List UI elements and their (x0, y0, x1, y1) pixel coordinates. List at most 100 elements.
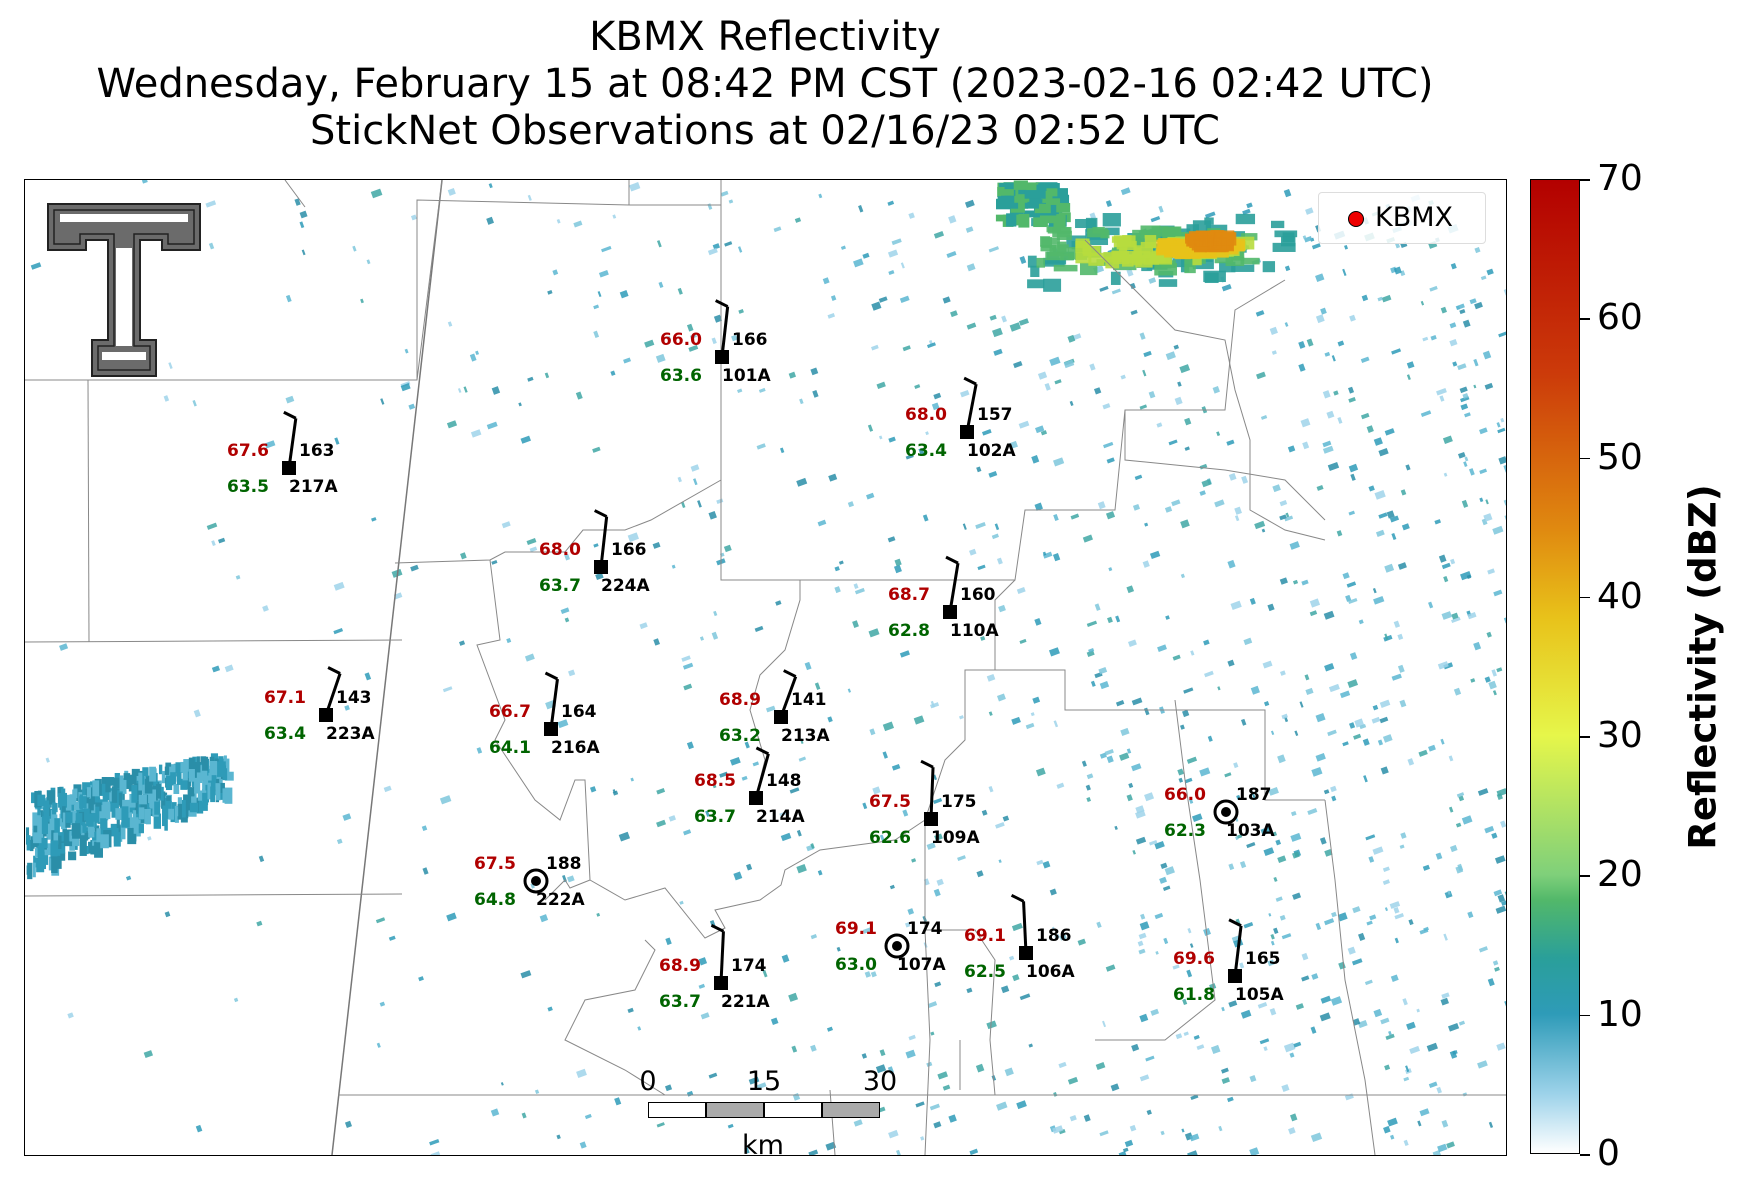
station-id: 109A (931, 828, 980, 848)
station-temperature: 68.7 (888, 585, 930, 605)
station-id: 217A (289, 477, 338, 497)
station-marker (714, 299, 730, 364)
station-marker (1228, 918, 1243, 983)
scale-segment (648, 1102, 706, 1118)
radar-map[interactable] (24, 179, 1507, 1156)
station-id: 223A (326, 724, 375, 744)
station-dewpoint: 64.8 (474, 890, 516, 910)
station-dewpoint: 63.4 (905, 441, 947, 461)
station-id: 110A (950, 621, 999, 641)
station-marker (1213, 799, 1239, 825)
station-temperature: 67.5 (869, 792, 911, 812)
station-temperature: 69.6 (1173, 949, 1215, 969)
station-id: 107A (897, 955, 946, 975)
station-id: 105A (1235, 985, 1284, 1005)
colorbar-tick (1580, 1154, 1590, 1156)
station-id: 213A (781, 726, 830, 746)
title-line-1: KBMX Reflectivity (589, 14, 941, 60)
station-dewpoint: 62.6 (869, 828, 911, 848)
station-wind-direction: 188 (546, 854, 582, 874)
station-wind-direction: 175 (941, 792, 977, 812)
station-wind-direction: 163 (299, 441, 335, 461)
colorbar (1530, 179, 1580, 1154)
station-marker (749, 746, 770, 805)
station-dewpoint: 63.6 (660, 366, 702, 386)
station-temperature: 66.7 (489, 702, 531, 722)
station-id: 101A (722, 366, 771, 386)
station-dewpoint: 62.8 (888, 621, 930, 641)
station-dewpoint: 63.7 (659, 992, 701, 1012)
station-dewpoint: 63.0 (835, 955, 877, 975)
station-wind-direction: 166 (611, 540, 647, 560)
station-wind-direction: 174 (907, 919, 943, 939)
colorbar-label: Reflectivity (dBZ) (1681, 484, 1725, 850)
station-wind-direction: 164 (561, 702, 597, 722)
station-temperature: 67.1 (264, 688, 306, 708)
colorbar-tick-label: 0 (1597, 1133, 1620, 1174)
station-marker (920, 759, 938, 826)
station-wind-direction: 148 (766, 771, 802, 791)
station-dewpoint: 63.4 (264, 724, 306, 744)
station-wind-direction: 174 (731, 956, 767, 976)
station-marker (544, 671, 559, 736)
colorbar-tick-label: 50 (1597, 436, 1643, 478)
station-temperature: 68.0 (905, 405, 947, 425)
station-marker (523, 868, 549, 894)
station-wind-direction: 157 (977, 405, 1013, 425)
station-dewpoint: 64.1 (489, 738, 531, 758)
colorbar-tick-label: 20 (1597, 854, 1643, 896)
legend-label: KBMX (1375, 202, 1454, 233)
station-dewpoint: 62.3 (1164, 821, 1206, 841)
colorbar-tick (1580, 736, 1590, 738)
colorbar-tick (1580, 596, 1590, 599)
colorbar-tick-label: 40 (1597, 575, 1643, 617)
station-id: 106A (1026, 962, 1075, 982)
station-dewpoint: 63.7 (539, 576, 581, 596)
colorbar-tick (1580, 318, 1590, 320)
station-id: 103A (1226, 821, 1275, 841)
title-line-2: Wednesday, February 15 at 08:42 PM CST (… (96, 61, 1434, 107)
station-id: 214A (756, 807, 805, 827)
station-temperature: 68.9 (719, 690, 761, 710)
title-line-3: StickNet Observations at 02/16/23 02:52 … (310, 108, 1220, 154)
station-marker (593, 509, 609, 574)
colorbar-tick-label: 30 (1597, 715, 1643, 757)
station-plots (282, 299, 1243, 990)
colorbar-tick-label: 60 (1597, 297, 1643, 339)
station-id: 216A (551, 738, 600, 758)
station-id: 221A (721, 992, 770, 1012)
station-temperature: 67.5 (474, 854, 516, 874)
station-wind-direction: 165 (1245, 949, 1281, 969)
colorbar-tick-label: 10 (1597, 993, 1643, 1035)
station-marker (282, 410, 298, 475)
radar-site-marker-icon (1348, 211, 1364, 227)
map-canvas (25, 180, 1506, 1155)
station-temperature: 68.0 (539, 540, 581, 560)
station-wind-direction: 187 (1236, 785, 1272, 805)
station-marker (960, 376, 978, 439)
station-id: 222A (536, 890, 585, 910)
station-dewpoint: 63.5 (227, 477, 269, 497)
station-temperature: 66.0 (1164, 785, 1206, 805)
station-marker (710, 923, 728, 990)
scale-segment (764, 1102, 822, 1118)
colorbar-tick (1580, 1014, 1590, 1017)
colorbar-tick (1580, 179, 1590, 181)
station-temperature: 66.0 (660, 330, 702, 350)
scale-unit: km (742, 1130, 784, 1161)
reflectivity-echoes (25, 180, 1506, 1155)
ttu-logo-icon (44, 200, 204, 384)
station-wind-direction: 166 (732, 330, 768, 350)
station-marker (774, 669, 798, 724)
scale-tick-15: 15 (746, 1066, 782, 1097)
station-marker (884, 933, 910, 959)
colorbar-tick (1580, 457, 1590, 460)
colorbar-tick-label: 70 (1597, 158, 1643, 199)
station-marker (319, 666, 342, 722)
scale-segment (822, 1102, 880, 1118)
station-marker (1010, 893, 1033, 960)
station-id: 102A (967, 441, 1016, 461)
station-dewpoint: 63.2 (719, 726, 761, 746)
colorbar-tick (1580, 875, 1590, 877)
station-id: 224A (601, 576, 650, 596)
